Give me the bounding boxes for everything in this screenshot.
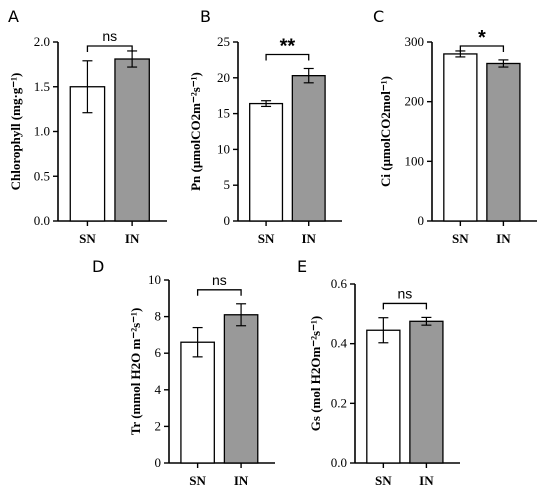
category-label: IN [419,473,434,488]
y-tick-label: 0.0 [34,213,50,228]
bar-sn [249,102,284,222]
y-tick-label: 1.5 [34,79,50,94]
significance-bracket [265,53,310,61]
y-tick-label: 300 [405,34,425,49]
significance-label: * [478,27,486,49]
bar-in [223,314,259,464]
bar-in [409,320,444,464]
significance-bracket [196,289,242,296]
significance-label: ** [280,35,296,57]
category-label: IN [234,473,249,488]
y-tick-label: 0 [418,213,425,228]
y-tick-label: 4 [155,382,162,397]
bar-sn [180,341,215,464]
bar-in [486,62,521,222]
y-axis-title: Gs (mol H2Om⁻²s⁻¹) [308,316,323,431]
significance-label: ns [102,28,117,44]
panel-letter: D [92,257,104,276]
category-label: SN [258,231,275,246]
panel-a: A 0.0 0.5 1.0 1.5 2.0 SN IN ns Chlorophyll (mg·g⁻… [8,7,167,246]
y-axis-title: Tr (mmol H2O m⁻²s⁻¹) [128,308,143,436]
significance-label: ns [212,272,227,288]
category-label: SN [189,473,206,488]
y-tick-label: 10 [217,141,230,156]
category-label: SN [452,231,469,246]
significance-label: ns [397,285,412,301]
bar-in [291,75,326,222]
y-tick-label: 8 [155,309,162,324]
panel-letter: A [8,7,19,26]
y-tick-label: 200 [405,94,425,109]
panel-letter: E [297,257,307,276]
category-label: SN [79,231,96,246]
y-tick-label: 100 [405,153,425,168]
panel-letter: B [200,7,211,26]
y-tick-label: 10 [148,272,161,287]
y-tick-label: 5 [224,177,231,192]
panel-b: B 0 5 10 15 20 25 SN IN ** Pn (μmolCO2m⁻²s⁻¹) [188,7,342,246]
category-label: IN [301,231,316,246]
y-axis-title: Pn (μmolCO2m⁻²s⁻¹) [188,72,203,191]
y-axis-title: Ci (μmolCO2mol⁻¹) [378,76,393,187]
y-tick-label: 2.0 [34,34,50,49]
panel-e: E 0.0 0.2 0.4 0.6 SN IN ns Gs (mol H2Om⁻²s⁻¹) [297,257,460,488]
significance-bracket [86,45,133,52]
bar-sn [366,329,401,464]
y-tick-label: 0 [224,213,231,228]
bar-in [114,58,150,222]
category-label: SN [375,473,392,488]
bar-sn [443,53,478,222]
y-tick-label: 0.5 [34,168,50,183]
y-tick-label: 25 [217,34,230,49]
significance-bracket [382,302,428,310]
y-tick-label: 0.0 [331,455,347,470]
panel-letter: C [373,7,384,26]
panel-d: D 0 2 4 6 8 10 SN IN ns Tr (mmol H2O m⁻²s⁻¹) [92,257,275,488]
category-label: IN [496,231,511,246]
y-tick-label: 2 [155,418,162,433]
significance-bracket [459,45,505,52]
y-tick-label: 15 [217,106,230,121]
panel-c: C 0 100 200 300 SN IN * Ci (μmolCO2mol⁻¹) [373,7,537,246]
y-tick-label: 20 [217,70,230,85]
y-tick-label: 0.4 [331,336,348,351]
y-tick-label: 1.0 [34,124,50,139]
y-tick-label: 0 [155,455,162,470]
category-label: IN [125,231,140,246]
y-axis-title: Chlorophyll (mg·g⁻¹) [8,73,23,191]
y-tick-label: 0.6 [331,276,348,291]
y-tick-label: 6 [155,345,162,360]
y-tick-label: 0.2 [331,395,347,410]
